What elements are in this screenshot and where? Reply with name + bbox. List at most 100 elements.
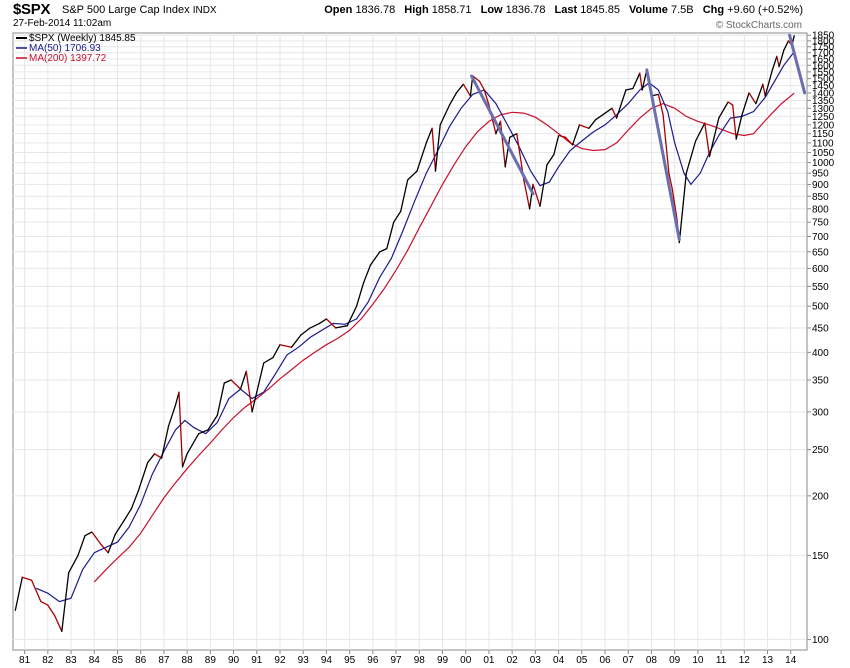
price-segment: [153, 453, 163, 459]
price-segment: [386, 221, 395, 250]
price-segment: [251, 391, 258, 413]
price-segment: [732, 104, 737, 140]
quote-summary: Open 1836.78 High 1858.71 Low 1836.78 La…: [324, 4, 803, 16]
y-tick-label: 1200: [812, 120, 835, 131]
x-tick-label: 88: [182, 655, 194, 666]
price-segment: [748, 92, 757, 105]
ticker-symbol: $SPX: [13, 1, 51, 18]
price-segment: [14, 576, 23, 612]
x-tick-label: 08: [646, 655, 658, 666]
price-segment: [783, 40, 790, 51]
y-tick-label: 400: [812, 348, 829, 359]
price-segment: [778, 49, 785, 68]
price-segment: [671, 188, 678, 221]
chg-value: +9.60 (+0.52%): [727, 4, 803, 16]
x-tick-label: 00: [460, 655, 472, 666]
price-segment: [309, 322, 321, 329]
low-label: Low: [480, 4, 503, 16]
y-tick-label: 1050: [812, 148, 835, 159]
y-tick-label: 750: [812, 218, 829, 229]
price-segment: [223, 379, 232, 384]
y-tick-label: 1400: [812, 88, 835, 99]
volume-value: 7.5B: [671, 4, 694, 16]
price-segment: [668, 172, 673, 190]
price-segment: [532, 183, 541, 207]
price-segment: [245, 370, 253, 413]
last-label: Last: [554, 4, 578, 16]
high-value: 1858.71: [431, 4, 472, 16]
price-segment: [462, 83, 472, 97]
price-segment: [263, 356, 274, 364]
price-segment: [300, 327, 311, 336]
y-tick-label: 1450: [812, 81, 835, 92]
price-segment: [30, 579, 42, 603]
price-segment: [325, 318, 337, 329]
high-label: High: [404, 4, 429, 16]
x-tick-label: 11: [716, 655, 727, 666]
trendline: [645, 68, 681, 241]
price-segment: [727, 101, 734, 106]
price-segment: [478, 80, 485, 91]
price-segment: [91, 531, 102, 546]
trendline: [788, 33, 807, 95]
price-segment: [362, 264, 372, 284]
x-tick-label: 93: [298, 655, 310, 666]
x-tick-label: 03: [530, 655, 542, 666]
price-segment: [346, 305, 358, 327]
x-tick-label: 13: [762, 655, 774, 666]
y-tick-label: 200: [812, 491, 829, 502]
x-tick-label: 02: [507, 655, 519, 666]
price-segment: [160, 425, 170, 459]
price-segment: [130, 490, 140, 510]
x-tick-label: 12: [739, 655, 751, 666]
price-segment: [434, 124, 441, 172]
y-tick-label: 1300: [812, 104, 835, 115]
y-tick-label: 350: [812, 375, 829, 386]
x-tick-label: 07: [623, 655, 635, 666]
price-segment: [369, 251, 381, 266]
open-label: Open: [324, 4, 353, 16]
y-tick-label: 1350: [812, 96, 835, 107]
price-segment: [557, 134, 567, 138]
price-segment: [564, 136, 574, 146]
price-segment: [147, 453, 156, 464]
price-segment: [588, 119, 597, 129]
open-value: 1836.78: [355, 4, 396, 16]
x-tick-label: 05: [576, 655, 588, 666]
y-tick-label: 450: [812, 323, 829, 334]
legend: $SPX (Weekly) 1845.85 MA(50) 1706.93 MA(…: [16, 33, 136, 64]
price-segment: [678, 172, 687, 244]
x-tick-label: 82: [42, 655, 54, 666]
x-tick-label: 89: [205, 655, 217, 666]
x-tick-label: 06: [599, 655, 611, 666]
price-segment: [393, 210, 402, 223]
price-segment: [685, 140, 697, 174]
y-tick-label: 1800: [812, 36, 835, 47]
x-tick-label: 94: [321, 655, 333, 666]
price-segment: [431, 127, 437, 172]
price-segment: [239, 370, 247, 390]
price-segment: [528, 183, 534, 210]
price-segment: [611, 107, 618, 119]
price-segment: [174, 391, 180, 406]
price-segment: [279, 344, 293, 348]
price-segment: [625, 87, 634, 91]
y-tick-label: 1750: [812, 42, 835, 53]
price-segment: [735, 114, 743, 140]
price-segment: [290, 334, 302, 348]
price-segment: [54, 615, 63, 632]
price-segment: [107, 533, 116, 554]
chart-header: $SPX S&P 500 Large Cap Index INDX 27-Feb…: [0, 0, 850, 34]
price-segment: [318, 318, 328, 325]
chg-label: Chg: [702, 4, 725, 16]
x-tick-label: 83: [65, 655, 77, 666]
price-segment: [523, 179, 531, 210]
x-tick-label: 10: [692, 655, 704, 666]
index-name-text: S&P 500 Large Cap Index: [62, 4, 190, 16]
price-segment: [771, 55, 778, 72]
y-tick-label: 1600: [812, 61, 835, 72]
y-tick-label: 650: [812, 247, 829, 258]
y-tick-label: 300: [812, 407, 829, 418]
price-segment: [472, 75, 481, 83]
